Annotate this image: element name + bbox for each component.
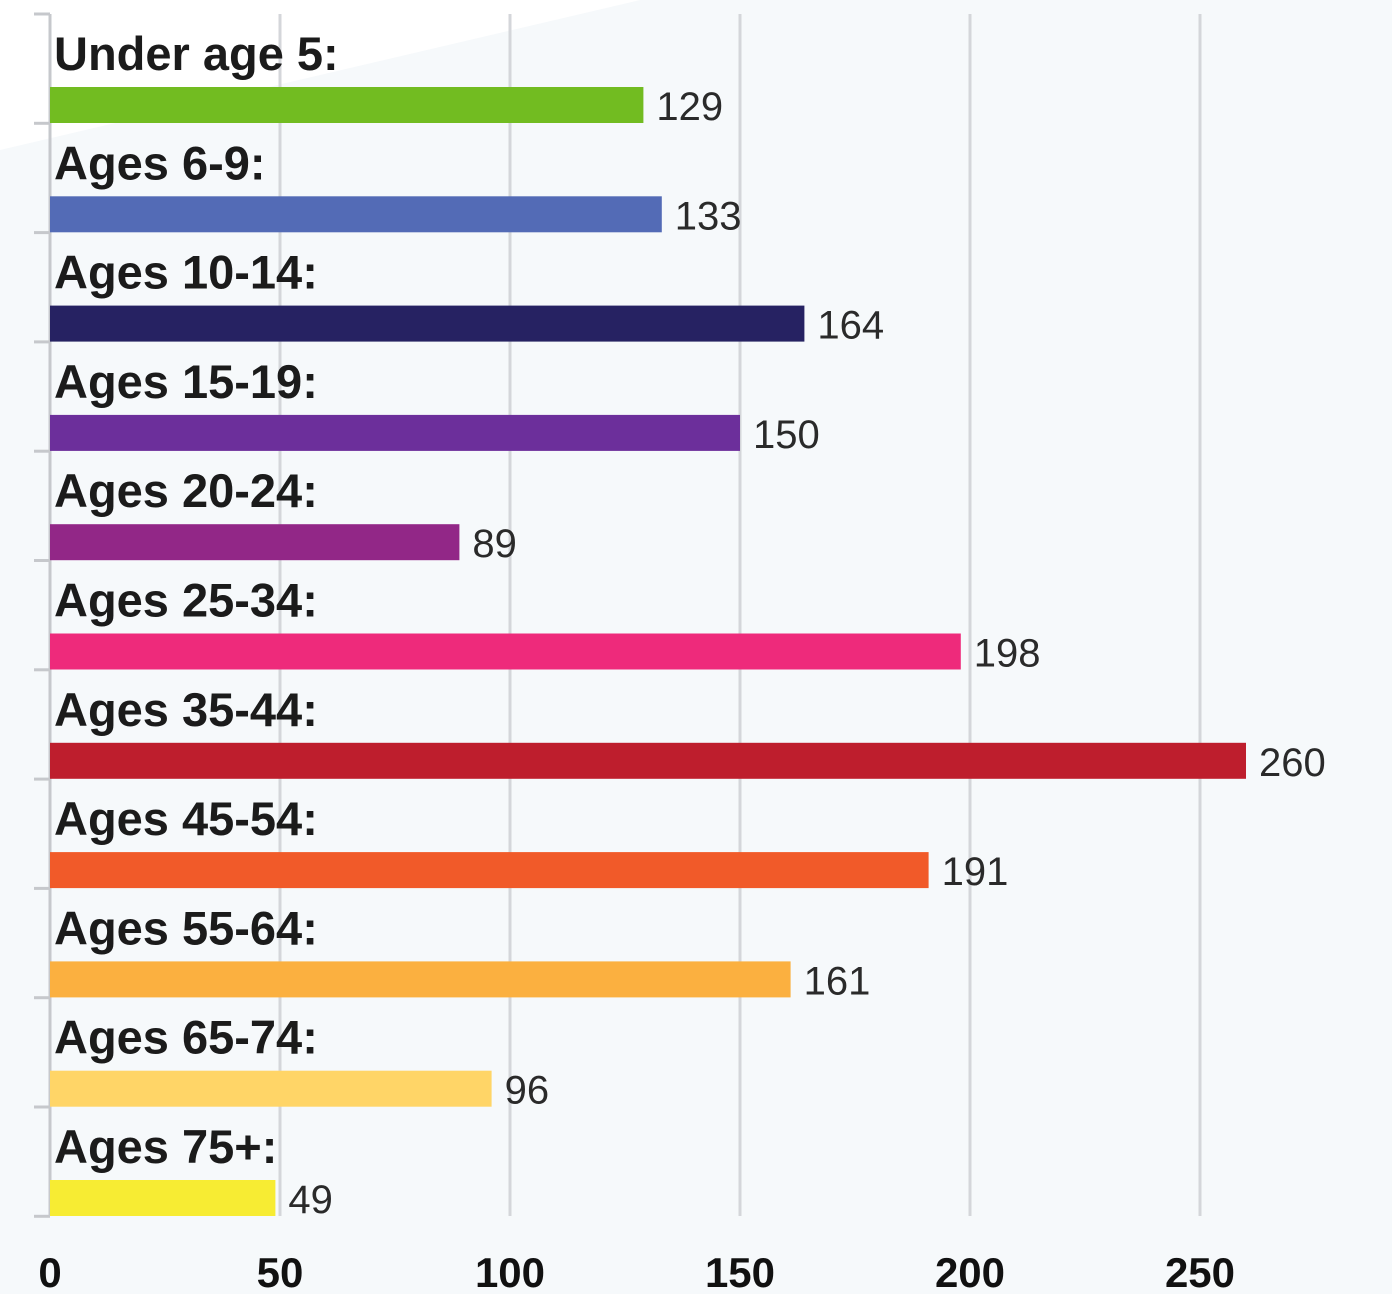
category-label: Ages 45-54: <box>54 792 318 845</box>
x-tick-label: 50 <box>257 1249 304 1294</box>
labels: Under age 5: 129 Ages 6-9: 133 Ages 10-14: 16… <box>54 27 1326 1222</box>
value-label: 96 <box>505 1069 549 1113</box>
category-label: Ages 25-34: <box>54 574 318 627</box>
category-label: Ages 75+: <box>54 1120 277 1173</box>
x-tick-label: 100 <box>475 1249 545 1294</box>
value-label: 150 <box>753 413 820 457</box>
category-label: Ages 65-74: <box>54 1011 318 1064</box>
x-tick-label: 200 <box>935 1249 1005 1294</box>
bar <box>50 1180 276 1216</box>
category-label: Under age 5: <box>54 27 339 80</box>
bar <box>50 196 662 233</box>
value-label: 133 <box>675 194 742 238</box>
bar <box>50 961 791 998</box>
value-label: 260 <box>1259 741 1326 785</box>
y-axis <box>34 12 52 1218</box>
value-label: 198 <box>974 632 1041 676</box>
bar <box>50 742 1246 779</box>
value-label: 164 <box>817 304 884 348</box>
bar <box>50 87 644 123</box>
category-label: Ages 10-14: <box>54 246 318 299</box>
bar <box>50 852 929 889</box>
x-tick-label: 0 <box>38 1249 61 1294</box>
bar <box>50 1070 492 1107</box>
x-axis-ticks: 0 50 100 150 200 250 <box>38 1249 1235 1294</box>
bar <box>50 633 961 670</box>
value-label: 161 <box>804 959 871 1003</box>
category-label: Ages 15-19: <box>54 355 318 408</box>
value-label: 89 <box>472 522 517 566</box>
bar <box>50 414 740 451</box>
bar <box>50 524 460 561</box>
value-label: 129 <box>656 85 723 129</box>
value-label: 49 <box>288 1178 333 1222</box>
bars <box>50 87 1246 1216</box>
category-label: Ages 55-64: <box>54 901 318 954</box>
x-tick-label: 150 <box>705 1249 775 1294</box>
category-label: Ages 20-24: <box>54 464 318 517</box>
category-label: Ages 6-9: <box>54 136 266 189</box>
value-label: 191 <box>942 850 1009 894</box>
category-label: Ages 35-44: <box>54 683 318 736</box>
bar <box>50 305 805 342</box>
x-tick-label: 250 <box>1165 1249 1235 1294</box>
